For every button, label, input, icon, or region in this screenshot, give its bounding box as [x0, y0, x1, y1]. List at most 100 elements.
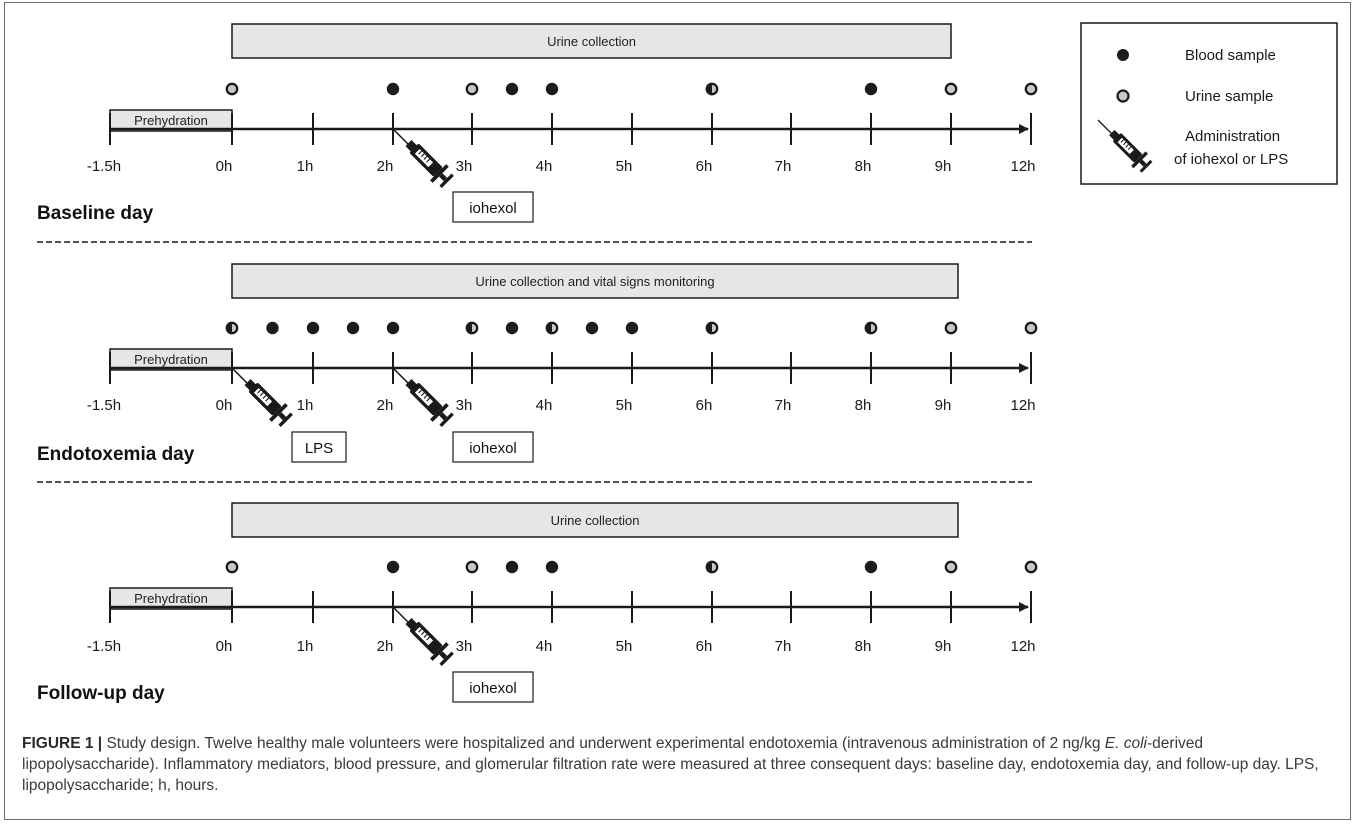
axis-tick-label: 2h	[377, 638, 394, 655]
prehydration-label: Prehydration	[134, 591, 208, 606]
caption-text-1: Study design. Twelve healthy male volunt…	[102, 735, 1105, 752]
day-panel-2: Urine collection and vital signs monitor…	[37, 263, 1038, 465]
blood-and-urine-sample-marker	[545, 321, 559, 335]
injection-label: LPS	[305, 440, 333, 457]
blood-sample-marker	[864, 82, 878, 96]
blood-sample-marker	[386, 82, 400, 96]
legend: Blood sample Urine sample Administration…	[1080, 22, 1338, 185]
axis-tick-label: 8h	[855, 397, 872, 414]
urine-sample-marker	[225, 82, 239, 96]
axis-tick-label: 4h	[536, 397, 553, 414]
axis-tick-label: 2h	[377, 397, 394, 414]
injection-label: iohexol	[469, 200, 517, 217]
prehydration-label: Prehydration	[134, 113, 208, 128]
blood-sample-marker	[585, 321, 599, 335]
urine-sample-marker	[1024, 82, 1038, 96]
caption-text-2: -derived lipopolysaccharide). Inflammato…	[22, 735, 1319, 794]
blood-sample-marker	[505, 82, 519, 96]
collection-bar-label: Urine collection	[547, 34, 636, 49]
injection-label-box	[291, 431, 347, 463]
axis-tick-label: 3h	[456, 158, 473, 175]
axis-tick-label: 12h	[1010, 158, 1035, 175]
syringe-icon	[231, 367, 296, 430]
injection-label-box	[452, 671, 534, 703]
axis-tick-label: -1.5h	[87, 158, 121, 175]
urine-sample-marker	[465, 82, 479, 96]
axis-tick-label: 8h	[855, 638, 872, 655]
urine-sample-marker	[944, 82, 958, 96]
syringe-icon	[392, 606, 457, 669]
axis-tick-label: -1.5h	[87, 397, 121, 414]
blood-sample-marker	[864, 560, 878, 574]
axis-tick-label: 7h	[775, 397, 792, 414]
study-design-diagram: Urine collection Prehydration -1.5h 0h 1h 2h 3…	[37, 22, 1338, 704]
injection-label: iohexol	[469, 440, 517, 457]
injection-label-box	[452, 191, 534, 223]
day-title: Baseline day	[37, 203, 154, 224]
syringe-icon	[392, 128, 457, 191]
legend-blood-marker	[1117, 49, 1129, 61]
axis-tick-label: 9h	[935, 397, 952, 414]
blood-sample-marker	[386, 560, 400, 574]
urine-sample-marker	[1024, 560, 1038, 574]
axis-tick-label: 9h	[935, 158, 952, 175]
blood-and-urine-sample-marker	[705, 560, 719, 574]
collection-bar-label: Urine collection	[551, 513, 640, 528]
axis-tick-label: 0h	[216, 638, 233, 655]
blood-and-urine-sample-marker	[225, 321, 239, 335]
axis-tick-label: 1h	[297, 638, 314, 655]
axis-tick-label: 5h	[616, 638, 633, 655]
day-title: Follow-up day	[37, 683, 165, 704]
legend-admin-line1: Administration	[1185, 128, 1280, 145]
axis-tick-label: 6h	[696, 158, 713, 175]
blood-sample-marker	[545, 82, 559, 96]
syringe-icon	[392, 367, 457, 430]
caption-label: FIGURE 1 |	[22, 735, 103, 752]
day-separators	[37, 241, 1032, 483]
urine-sample-marker	[465, 560, 479, 574]
legend-blood-label: Blood sample	[1185, 47, 1276, 64]
axis-tick-label: 5h	[616, 158, 633, 175]
day-panel-1: Urine collection Prehydration -1.5h 0h 1h 2h 3…	[37, 23, 1038, 224]
blood-and-urine-sample-marker	[864, 321, 878, 335]
collection-bar-label: Urine collection and vital signs monitor…	[475, 274, 714, 289]
blood-sample-marker	[306, 321, 320, 335]
prehydration-label: Prehydration	[134, 352, 208, 367]
figure-frame	[4, 2, 1351, 820]
blood-sample-marker	[266, 321, 279, 335]
axis-tick-label: 0h	[216, 397, 233, 414]
legend-admin-line2: of iohexol or LPS	[1174, 151, 1288, 168]
axis-tick-label: 12h	[1010, 638, 1035, 655]
figure-caption: FIGURE 1 | Study design. Twelve healthy …	[22, 733, 1338, 796]
caption-italic: E. coli	[1104, 735, 1147, 752]
axis-tick-label: 4h	[536, 158, 553, 175]
urine-sample-marker	[944, 560, 958, 574]
axis-tick-label: 0h	[216, 158, 233, 175]
axis-tick-label: 7h	[775, 158, 792, 175]
axis-tick-label: 12h	[1010, 397, 1035, 414]
day-panel-3: Urine collection Prehydration -1.5h 0h 1h 2h 3…	[37, 502, 1038, 704]
urine-sample-marker	[225, 560, 239, 574]
blood-sample-marker	[505, 321, 519, 335]
axis-tick-label: 5h	[616, 397, 633, 414]
axis-tick-label: 1h	[297, 397, 314, 414]
axis-tick-label: 6h	[696, 638, 713, 655]
collection-bar	[231, 502, 959, 538]
blood-sample-marker	[625, 321, 639, 335]
axis-tick-label: 7h	[775, 638, 792, 655]
collection-bar	[231, 23, 952, 59]
axis-tick-label: 6h	[696, 397, 713, 414]
injection-label-box	[452, 431, 534, 463]
axis-tick-label: 1h	[297, 158, 314, 175]
blood-sample-marker	[505, 560, 519, 574]
blood-and-urine-sample-marker	[705, 82, 719, 96]
axis-tick-label: 4h	[536, 638, 553, 655]
blood-sample-marker	[346, 321, 360, 335]
blood-sample-marker	[386, 321, 400, 335]
blood-sample-marker	[545, 560, 559, 574]
axis-tick-label: -1.5h	[87, 638, 121, 655]
axis-tick-label: 3h	[456, 638, 473, 655]
collection-bar	[231, 263, 959, 299]
urine-sample-marker	[1024, 321, 1038, 335]
legend-urine-marker	[1116, 89, 1130, 103]
